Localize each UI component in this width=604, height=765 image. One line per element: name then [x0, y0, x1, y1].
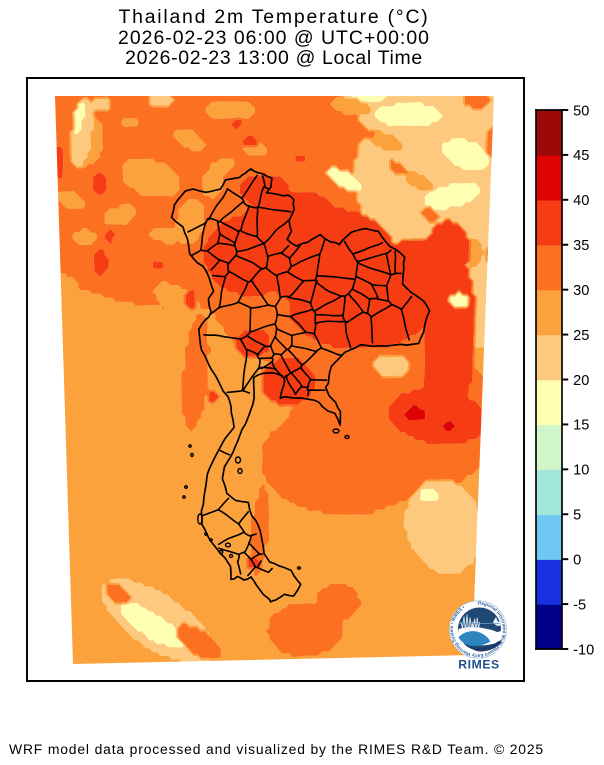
svg-text:0: 0	[573, 552, 581, 568]
svg-text:RIMES: RIMES	[458, 658, 500, 672]
svg-text:Thailand 2m Temperature (°C): Thailand 2m Temperature (°C)	[118, 6, 429, 28]
svg-text:45: 45	[573, 148, 589, 164]
svg-text:2026-02-23 06:00 @ UTC+00:00: 2026-02-23 06:00 @ UTC+00:00	[118, 27, 430, 49]
svg-text:30: 30	[573, 283, 589, 299]
svg-text:35: 35	[573, 238, 589, 254]
svg-text:-5: -5	[573, 597, 586, 613]
svg-text:40: 40	[573, 193, 589, 209]
svg-text:20: 20	[573, 373, 589, 389]
svg-text:2026-02-23 13:00 @ Local Time: 2026-02-23 13:00 @ Local Time	[125, 47, 423, 69]
svg-text:25: 25	[573, 328, 589, 344]
svg-text:15: 15	[573, 418, 589, 434]
svg-text:50: 50	[573, 103, 589, 119]
svg-text:WRF model data processed and v: WRF model data processed and visualized …	[9, 741, 544, 757]
svg-text:10: 10	[573, 463, 589, 479]
svg-text:-10: -10	[573, 642, 594, 658]
svg-text:5: 5	[573, 508, 581, 524]
